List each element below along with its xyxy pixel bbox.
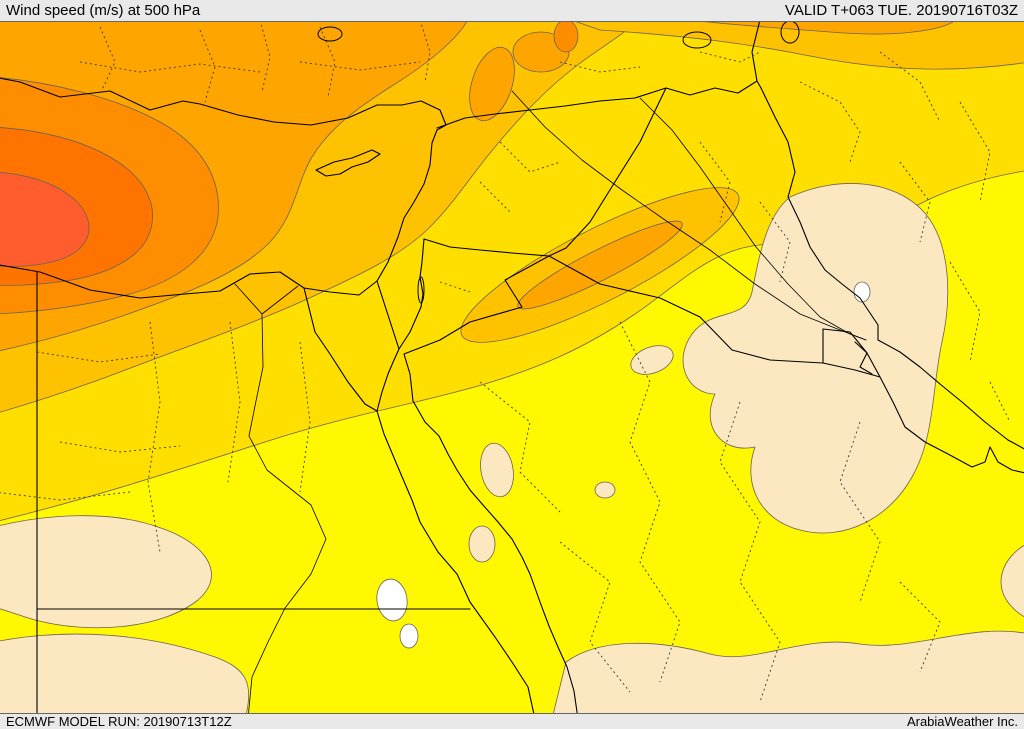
footer-bar: ECMWF MODEL RUN: 20190713T12Z ArabiaWeat… bbox=[0, 713, 1024, 729]
rivers bbox=[234, 90, 867, 713]
admin-boundaries bbox=[0, 22, 1011, 703]
brand-label: ArabiaWeather Inc. bbox=[906, 714, 1018, 729]
wind-band-core bbox=[0, 172, 90, 267]
lakes bbox=[317, 22, 800, 304]
country-borders bbox=[36, 22, 881, 713]
wind-band-cream bbox=[0, 183, 1024, 713]
coastlines bbox=[0, 77, 1024, 713]
valid-time-label: VALID T+063 TUE. 20190716T03Z bbox=[784, 2, 1018, 19]
wind-band-calm-white bbox=[376, 281, 871, 649]
header-bar: Wind speed (m/s) at 500 hPa VALID T+063 … bbox=[0, 0, 1024, 22]
map-title: Wind speed (m/s) at 500 hPa bbox=[6, 2, 201, 19]
wind-speed-map bbox=[0, 22, 1024, 713]
weather-map-container bbox=[0, 22, 1024, 713]
model-run-label: ECMWF MODEL RUN: 20190713T12Z bbox=[6, 714, 232, 729]
